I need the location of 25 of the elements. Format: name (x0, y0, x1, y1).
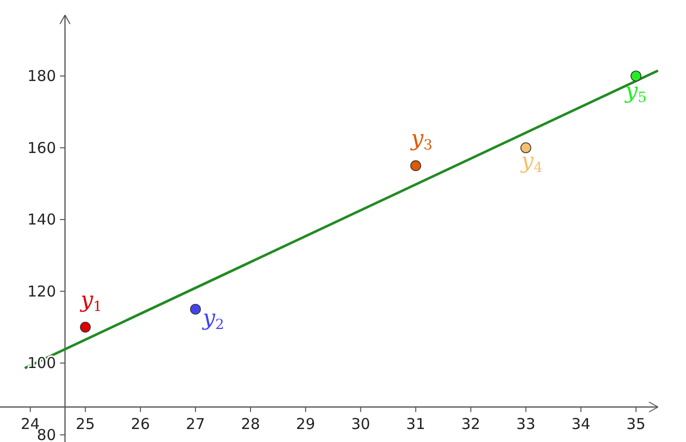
annotation: y$_{1}$ (80, 288, 102, 315)
x-tick-label: 25 (76, 415, 95, 433)
point (410, 160, 422, 172)
annotation: y$_{5}$ (624, 79, 647, 106)
x-tick-label: 30 (351, 415, 370, 433)
x-tick-label: 32 (461, 415, 480, 433)
annotation: y$_{3}$ (410, 126, 432, 154)
x-tick-label: 27 (186, 415, 206, 433)
y-tick-label: 120 (27, 282, 56, 300)
x-tick-label: 33 (516, 415, 536, 433)
y-tick-label: 180 (27, 67, 56, 85)
point (80, 322, 91, 333)
x-tick-label: 31 (406, 415, 426, 433)
annotation: y$_{4}$ (520, 148, 543, 176)
x-tick-label: 28 (240, 415, 260, 433)
y-tick-label: 140 (27, 210, 56, 229)
point (190, 304, 201, 315)
y-tick-label: 160 (27, 138, 56, 157)
x-tick-label: 29 (296, 415, 316, 433)
annotation: y$_{2}$ (202, 306, 224, 333)
point (630, 70, 642, 82)
x-tick-label: 26 (130, 415, 150, 433)
x-tick-label: 35 (626, 415, 646, 433)
point (520, 142, 532, 154)
x-tick-label: 34 (571, 415, 590, 433)
